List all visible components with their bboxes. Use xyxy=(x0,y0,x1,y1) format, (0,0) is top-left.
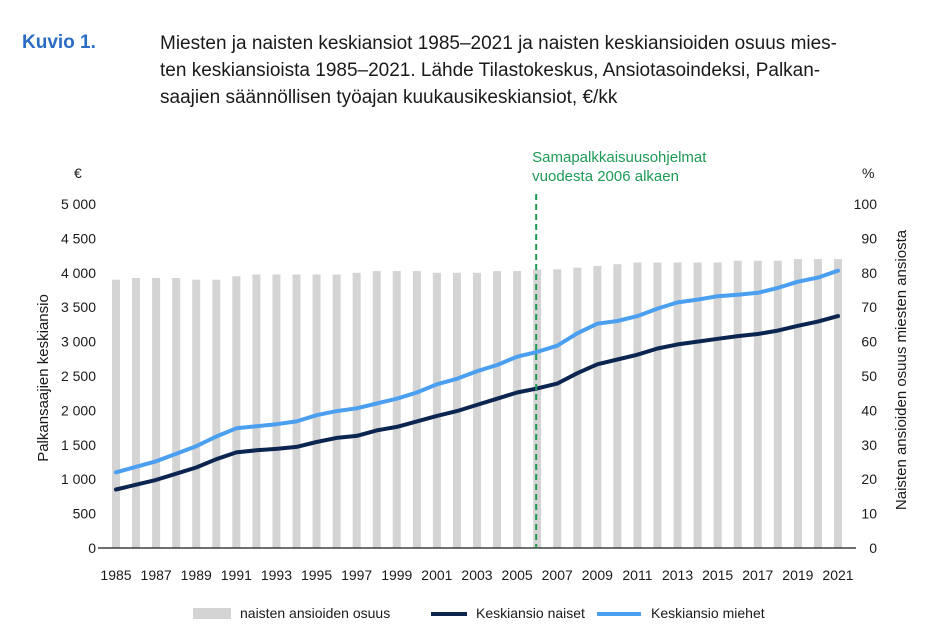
share-bar-2015 xyxy=(713,262,722,548)
x-tick-label: 1991 xyxy=(221,567,252,583)
left-tick-label: 1 500 xyxy=(61,437,96,453)
x-tick-label: 1999 xyxy=(381,567,412,583)
share-bar-2000 xyxy=(412,271,421,548)
right-tick-label: 50 xyxy=(861,368,877,384)
x-tick-label: 2017 xyxy=(742,567,773,583)
share-bar-1992 xyxy=(252,274,261,548)
x-tick-label: 2011 xyxy=(622,567,652,583)
share-bar-2014 xyxy=(693,262,702,548)
right-tick-label: 40 xyxy=(861,402,877,418)
right-tick-label: 90 xyxy=(861,230,877,246)
left-tick-label: 3 000 xyxy=(61,334,96,350)
share-bar-1999 xyxy=(392,271,401,548)
share-bar-2007 xyxy=(553,269,562,548)
share-bar-2018 xyxy=(773,260,782,548)
x-tick-label: 2013 xyxy=(662,567,693,583)
share-bar-1997 xyxy=(352,272,361,548)
share-bar-1998 xyxy=(372,271,381,548)
figure-caption: Miesten ja naisten keskiansiot 1985–2021… xyxy=(160,30,880,111)
x-tick-label: 2021 xyxy=(822,567,853,583)
legend-label-share: naisten ansioiden osuus xyxy=(240,605,390,621)
x-tick-label: 1995 xyxy=(301,567,332,583)
left-tick-label: 0 xyxy=(88,540,96,556)
share-bar-2008 xyxy=(573,267,582,548)
share-bar-1993 xyxy=(272,274,281,548)
share-bar-2012 xyxy=(653,262,662,548)
share-bar-2021 xyxy=(834,259,842,548)
right-tick-label: 30 xyxy=(861,437,877,453)
left-tick-label: 2 500 xyxy=(61,368,96,384)
share-bar-2016 xyxy=(733,260,742,548)
x-tick-label: 2009 xyxy=(582,567,613,583)
series-line-men xyxy=(114,268,840,475)
left-tick-label: 500 xyxy=(73,506,97,522)
share-bar-1988 xyxy=(172,277,181,548)
x-tick-label: 1989 xyxy=(181,567,212,583)
x-tick-label: 1997 xyxy=(341,567,372,583)
legend-swatch-share xyxy=(193,608,231,619)
share-bar-2005 xyxy=(513,271,522,548)
right-tick-label: 60 xyxy=(861,334,877,350)
annotation: Samapalkkaisuusohjelmat vuodesta 2006 alk… xyxy=(532,149,707,548)
share-bar-1985 xyxy=(112,279,120,548)
x-tick-label: 2001 xyxy=(421,567,452,583)
left-tick-label: 5 000 xyxy=(61,196,96,212)
x-tick-label: 2005 xyxy=(502,567,533,583)
x-tick-label: 2019 xyxy=(782,567,813,583)
caption-line: saajien säännöllisen työajan kuukausikes… xyxy=(160,87,618,108)
right-tick-label: 0 xyxy=(869,540,877,556)
share-bar-1991 xyxy=(232,276,241,548)
share-bar-2017 xyxy=(753,260,762,548)
share-bar-2019 xyxy=(793,259,802,548)
x-tick-label: 2015 xyxy=(702,567,733,583)
share-bar-2013 xyxy=(673,262,682,548)
share-bar-1994 xyxy=(292,274,301,548)
left-tick-label: 2 000 xyxy=(61,402,96,418)
share-bar-2009 xyxy=(593,265,602,548)
right-tick-label: 70 xyxy=(861,299,877,315)
caption-line: Miesten ja naisten keskiansiot 1985–2021… xyxy=(160,33,838,54)
share-bar-2001 xyxy=(432,272,441,548)
share-bar-1995 xyxy=(312,274,321,548)
left-axis-label: Palkansaajien keskiansio xyxy=(35,294,52,462)
share-bar-1986 xyxy=(132,277,141,548)
left-tick-label: 4 000 xyxy=(61,265,96,281)
share-bar-2011 xyxy=(633,262,642,548)
right-tick-label: 20 xyxy=(861,471,877,487)
x-tick-label: 1985 xyxy=(100,567,131,583)
share-bar-1987 xyxy=(152,277,161,548)
legend-label-men: Keskiansio miehet xyxy=(651,605,765,621)
left-tick-label: 1 000 xyxy=(61,471,96,487)
left-axis-unit: € xyxy=(74,165,82,181)
x-tick-label: 1993 xyxy=(261,567,292,583)
left-tick-label: 4 500 xyxy=(61,230,96,246)
right-axis-label: Naisten ansioiden osuus miesten ansiosta xyxy=(893,229,910,510)
annotation-text: Samapalkkaisuusohjelmat xyxy=(532,149,707,166)
share-bar-1990 xyxy=(212,279,221,548)
right-tick-label: 10 xyxy=(861,506,877,522)
annotation-text: vuodesta 2006 alkaen xyxy=(532,168,679,185)
legend-label-women: Keskiansio naiset xyxy=(476,605,585,621)
x-tick-label: 2003 xyxy=(461,567,492,583)
right-axis-unit: % xyxy=(862,165,874,181)
x-tick-label: 2007 xyxy=(542,567,573,583)
share-bar-1989 xyxy=(192,279,201,548)
series-line-women xyxy=(114,314,840,492)
share-bar-2010 xyxy=(613,264,622,548)
share-bar-2020 xyxy=(813,259,822,548)
x-tick-label: 1987 xyxy=(141,567,172,583)
right-tick-label: 100 xyxy=(854,196,878,212)
left-tick-label: 3 500 xyxy=(61,299,96,315)
caption-line: ten keskiansioista 1985–2021. Lähde Tila… xyxy=(160,60,821,81)
legend: naisten ansioiden osuus Keskiansio naiset… xyxy=(193,605,765,621)
series-lines xyxy=(114,268,840,492)
share-bar-2004 xyxy=(493,271,502,548)
figure-label: Kuvio 1. xyxy=(22,32,96,53)
share-bar-2003 xyxy=(473,272,481,548)
right-tick-label: 80 xyxy=(861,265,877,281)
